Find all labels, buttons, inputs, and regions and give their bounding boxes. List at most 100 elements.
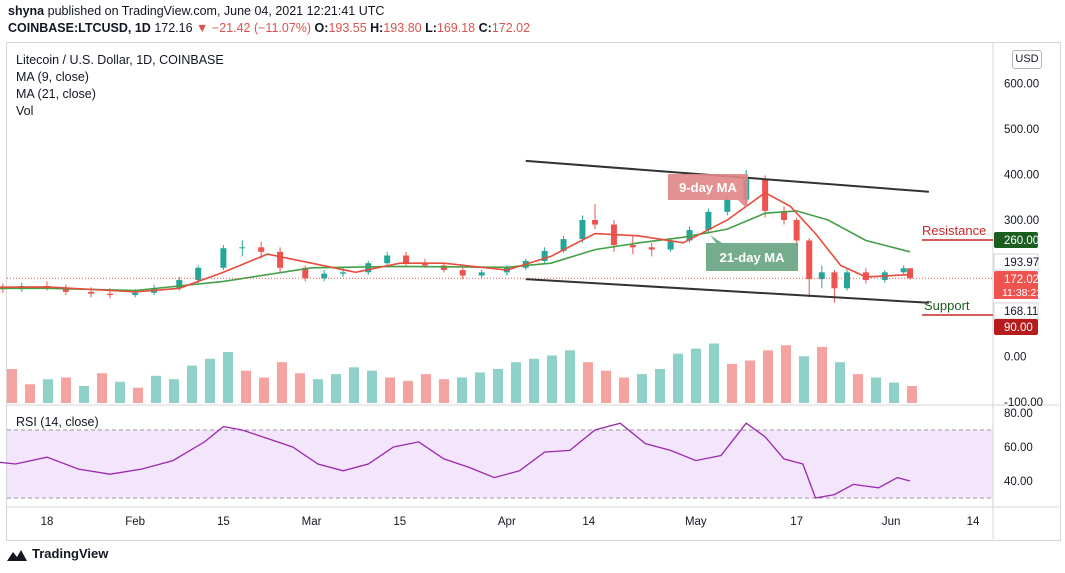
high-value: 193.80 xyxy=(383,21,422,35)
volume-bar xyxy=(781,345,791,403)
candle-body xyxy=(900,268,907,273)
candle-body xyxy=(667,240,674,250)
volume-bar xyxy=(151,375,161,403)
publish-line: shyna published on TradingView.com, June… xyxy=(8,4,384,18)
ma9-callout-box xyxy=(668,174,748,208)
volume-bar xyxy=(853,374,863,403)
candle-body xyxy=(195,267,202,281)
low-label: L: xyxy=(425,21,437,35)
volume-bar xyxy=(619,377,629,403)
volume-bar xyxy=(529,358,539,403)
volume-bar xyxy=(655,369,665,403)
volume-bar xyxy=(25,384,35,403)
high-label: H: xyxy=(370,21,384,35)
candle-body xyxy=(686,230,693,241)
candle-body xyxy=(705,211,712,231)
volume-bar xyxy=(871,377,881,403)
volume-bar xyxy=(763,350,773,403)
rsi-tick-label: 80.00 xyxy=(1004,408,1033,420)
price-label: 193.97 xyxy=(1004,257,1039,269)
volume-bar xyxy=(79,386,89,403)
time-tick-label: 15 xyxy=(217,516,230,528)
candle-body xyxy=(907,268,914,279)
time-tick-label: 15 xyxy=(393,516,406,528)
price-label: 168.11 xyxy=(1004,306,1038,318)
volume-bar xyxy=(259,377,269,403)
volume-bar xyxy=(493,369,503,403)
volume-bar xyxy=(439,379,449,403)
price-label: 260.00 xyxy=(1004,235,1039,247)
candle-body xyxy=(340,272,347,274)
candle-body xyxy=(781,210,788,220)
candle-body xyxy=(629,245,636,248)
candle-body xyxy=(62,288,69,292)
volume-bar xyxy=(889,382,899,403)
price-label: 90.00 xyxy=(1004,322,1033,334)
candle-body xyxy=(106,293,113,296)
volume-bar xyxy=(43,379,53,403)
candle-body xyxy=(478,272,485,276)
footer-brand[interactable]: TradingView xyxy=(6,546,108,562)
volume-bar xyxy=(745,360,755,403)
chart-frame xyxy=(6,42,1061,541)
price-tick-label: 500.00 xyxy=(1004,124,1039,136)
ma21-callout-box xyxy=(706,235,798,271)
price-label-box xyxy=(993,253,1039,271)
volume-bar xyxy=(241,370,251,403)
volume-bar xyxy=(907,386,917,403)
ma21-line xyxy=(0,210,911,292)
candle-body xyxy=(440,265,447,271)
currency-button[interactable]: USD xyxy=(1012,50,1042,69)
candle-body xyxy=(365,263,372,273)
footer-brand-text: TradingView xyxy=(32,546,109,561)
volume-bar xyxy=(817,346,827,403)
volume-bar xyxy=(205,358,215,403)
candle-body xyxy=(132,292,139,296)
time-tick-label: Apr xyxy=(498,516,516,528)
resistance-label: Resistance xyxy=(922,223,986,238)
candle-body xyxy=(321,273,328,279)
candle-body xyxy=(541,250,548,261)
price-label: 172.02 xyxy=(1004,274,1039,286)
candle-body xyxy=(818,272,825,280)
candle-body xyxy=(592,220,599,225)
candle-body xyxy=(258,247,265,252)
rsi-tick-label: 60.00 xyxy=(1004,442,1033,454)
ma21-callout-label: 21-day MA xyxy=(719,250,785,265)
volume-bar xyxy=(673,353,683,403)
time-tick-label: 14 xyxy=(967,516,980,528)
rsi-line xyxy=(0,422,911,499)
change: −21.42 (−11.07%) xyxy=(211,21,312,35)
price-label-box xyxy=(994,271,1038,287)
candle-body xyxy=(793,220,800,241)
volume-bar xyxy=(475,372,485,403)
volume-bar xyxy=(133,387,143,403)
ma9-line xyxy=(0,191,911,293)
rsi-tick-label: 40.00 xyxy=(1004,476,1033,488)
volume-bar xyxy=(403,380,413,403)
candle-body xyxy=(88,291,95,294)
volume-bar xyxy=(457,377,467,403)
time-tick-label: Mar xyxy=(302,516,322,528)
volume-bar xyxy=(511,362,521,403)
price-tick-label: 300.00 xyxy=(1004,215,1039,227)
volume-bar xyxy=(799,356,809,403)
candle-body xyxy=(403,255,410,264)
candle-body xyxy=(302,267,309,279)
candle-body xyxy=(459,270,466,276)
time-tick-label: 14 xyxy=(582,516,595,528)
volume-bar xyxy=(313,379,323,403)
volume-bar xyxy=(691,348,701,403)
volume-bar xyxy=(169,379,179,403)
legend-ma9: MA (9, close) xyxy=(16,70,89,84)
legend-rsi: RSI (14, close) xyxy=(16,415,99,429)
volume-bar xyxy=(7,369,17,403)
volume-bar xyxy=(835,362,845,403)
volume-bar xyxy=(115,381,125,403)
volume-bar xyxy=(223,352,233,403)
countdown-label: 11:38:21 xyxy=(1002,287,1042,299)
volume-bar xyxy=(421,374,431,403)
published-text: published on TradingView.com, June 04, 2… xyxy=(47,4,385,18)
candle-body xyxy=(176,280,183,289)
